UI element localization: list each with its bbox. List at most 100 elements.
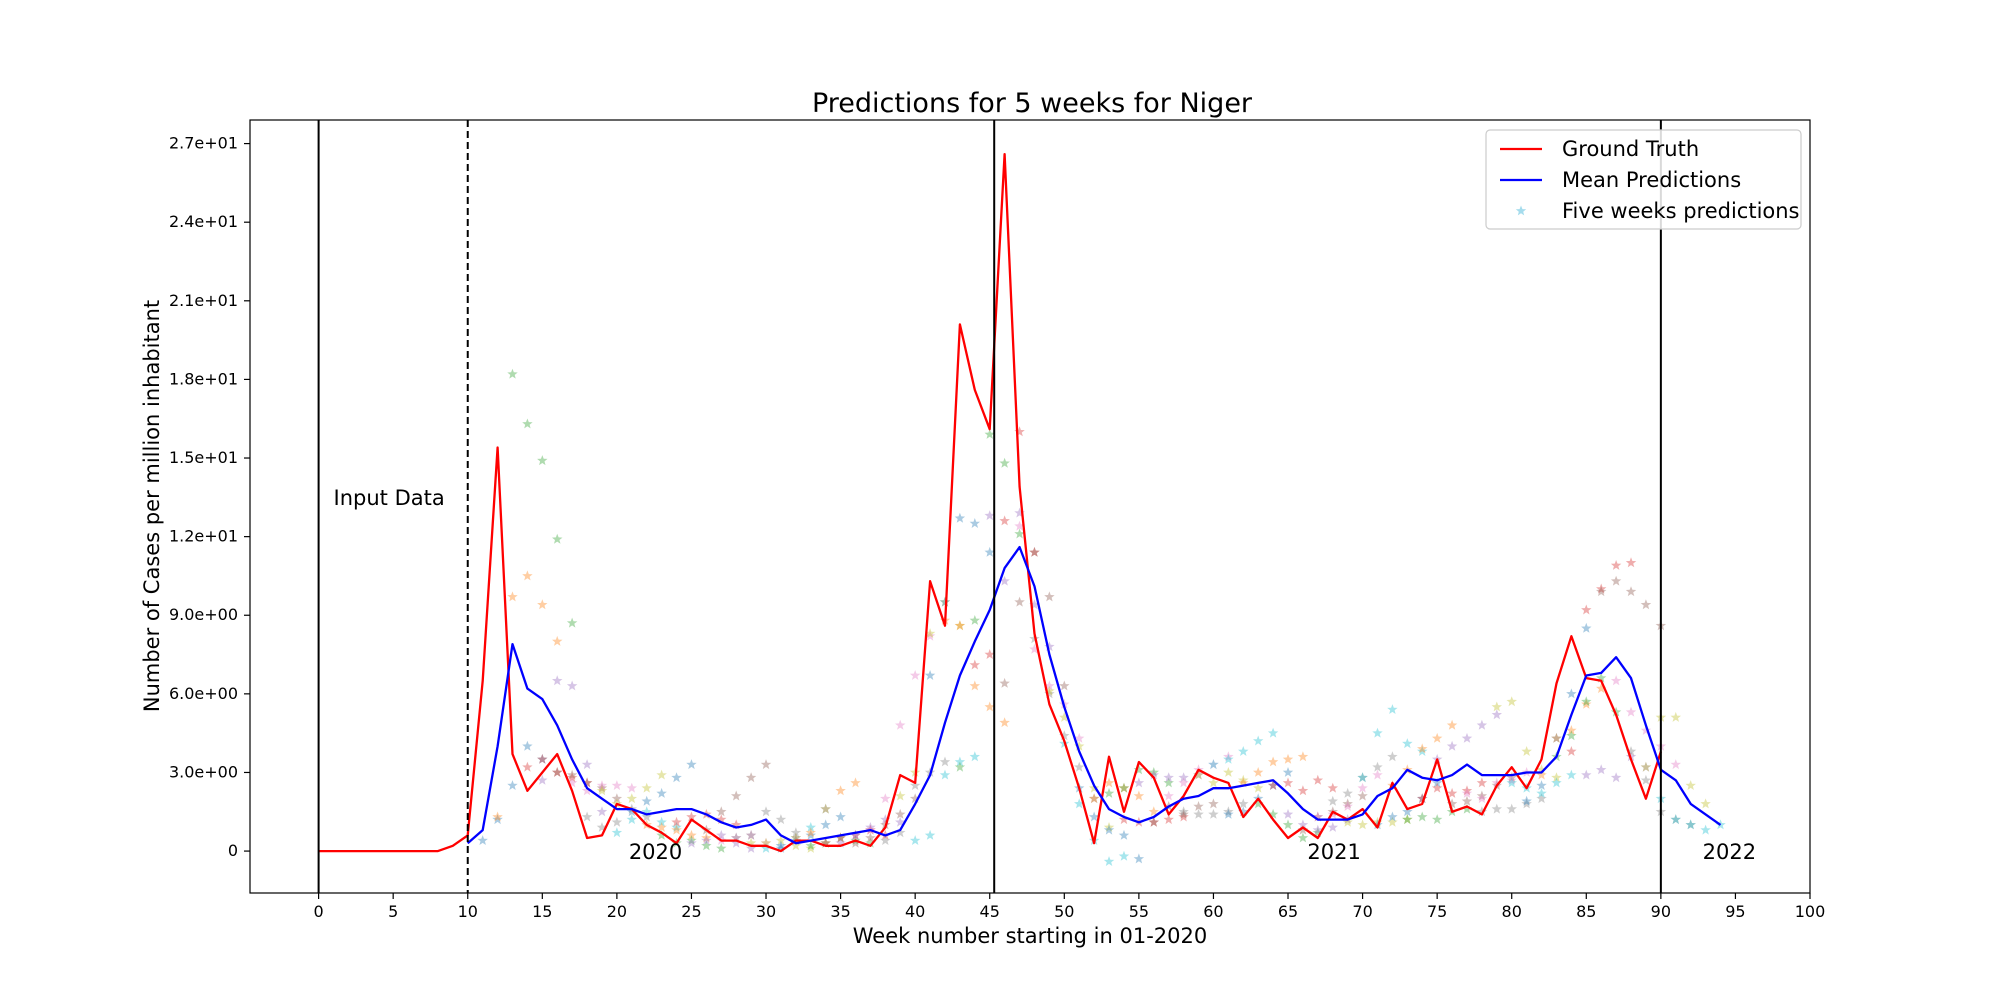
prediction-star-marker [760,806,772,817]
prediction-star-marker [1148,767,1159,777]
prediction-star-marker [1193,808,1204,819]
prediction-star-marker [1208,798,1219,809]
y-tick-label: 2.4e+01 [169,212,238,231]
chart-title: Predictions for 5 weeks for Niger [812,88,1253,119]
prediction-star-marker [1223,753,1234,764]
prediction-star-marker [984,701,995,712]
prediction-star-marker [1476,719,1488,730]
prediction-star-marker [790,840,802,851]
prediction-star-marker [1685,780,1696,790]
prediction-star-marker [1431,782,1443,793]
prediction-star-marker [1103,856,1115,866]
prediction-star-marker [1014,426,1025,437]
prediction-star-marker [686,829,697,840]
annotation-2020: 2020 [629,840,682,864]
annotation-2021: 2021 [1307,840,1360,864]
prediction-star-marker [805,843,816,853]
prediction-star-marker [745,837,757,848]
x-tick-label: 95 [1725,902,1745,921]
prediction-star-marker [537,599,548,610]
prediction-star-marker [1521,795,1532,806]
prediction-star-marker [1640,761,1652,772]
prediction-star-marker [552,533,563,544]
prediction-star-marker [641,811,652,822]
x-tick-label: 30 [756,902,776,921]
prediction-star-marker [1461,732,1473,743]
prediction-star-marker [1431,732,1443,743]
prediction-star-marker [686,837,697,848]
prediction-star-marker [1163,777,1174,788]
prediction-star-marker [611,827,623,838]
prediction-star-marker [820,803,831,814]
prediction-star-marker [790,832,802,843]
prediction-star-marker [850,829,861,840]
legend: Ground Truth Mean Predictions Five weeks p… [1485,129,1802,230]
prediction-star-marker [1014,520,1025,531]
y-tick-label: 1.2e+01 [169,527,238,546]
prediction-star-marker [1223,808,1234,819]
prediction-star-marker [552,635,563,646]
prediction-star-marker [656,829,667,840]
prediction-star-marker [1074,761,1085,772]
prediction-star-marker [850,777,861,788]
prediction-star-marker [596,782,608,793]
legend-label-five-weeks-predictions: Five weeks predictions [1562,199,1800,223]
prediction-star-marker [1670,814,1681,825]
prediction-star-marker [1536,787,1547,798]
x-tick-label: 85 [1576,902,1596,921]
prediction-star-marker [1551,732,1562,743]
prediction-star-marker [984,546,995,557]
prediction-star-marker [1208,759,1219,770]
prediction-star-marker [1476,790,1488,801]
x-tick-label: 70 [1352,902,1372,921]
x-tick-label: 10 [458,902,478,921]
prediction-star-marker [1551,772,1562,783]
prediction-star-marker [775,814,787,825]
prediction-star-marker [895,827,906,838]
prediction-star-marker [939,596,951,607]
prediction-star-marker [969,751,980,762]
prediction-star-marker [507,591,518,602]
prediction-star-marker [1178,811,1189,822]
y-tick-label: 2.7e+01 [169,134,238,153]
prediction-star-marker [1193,801,1204,811]
prediction-star-marker [656,816,667,827]
prediction-star-marker [1029,599,1040,610]
prediction-star-marker [566,777,578,788]
prediction-star-marker [1282,808,1294,819]
prediction-star-marker [1566,688,1577,699]
prediction-star-marker [760,843,772,853]
prediction-star-marker [1610,706,1622,717]
prediction-star-marker [1581,769,1592,780]
prediction-star-marker [1402,806,1413,817]
prediction-star-marker [716,814,727,825]
prediction-star-marker [1700,798,1711,809]
prediction-star-marker [895,808,906,819]
prediction-star-marker [507,368,518,379]
prediction-star-marker [1148,806,1159,817]
prediction-star-marker [1491,709,1502,720]
prediction-star-marker [909,780,921,790]
prediction-star-marker [1238,777,1249,788]
prediction-star-marker [656,822,667,832]
prediction-star-marker [1223,767,1234,777]
prediction-star-marker [686,811,697,822]
prediction-star-marker [924,670,936,680]
prediction-star-marker [1297,751,1309,762]
prediction-star-marker [1118,850,1130,861]
prediction-star-marker [611,780,623,790]
prediction-star-marker [1267,780,1279,790]
x-tick-label: 45 [980,902,1000,921]
prediction-star-marker [1461,787,1473,798]
prediction-star-marker [1297,819,1309,830]
prediction-star-marker [1417,793,1428,804]
prediction-star-marker [1074,732,1085,743]
prediction-star-marker [1402,738,1413,749]
prediction-star-marker [909,793,921,804]
prediction-star-marker [835,832,846,843]
prediction-star-marker [1088,793,1100,804]
prediction-star-marker [492,811,503,822]
prediction-star-marker [1133,764,1145,775]
prediction-star-marker [1446,719,1458,730]
